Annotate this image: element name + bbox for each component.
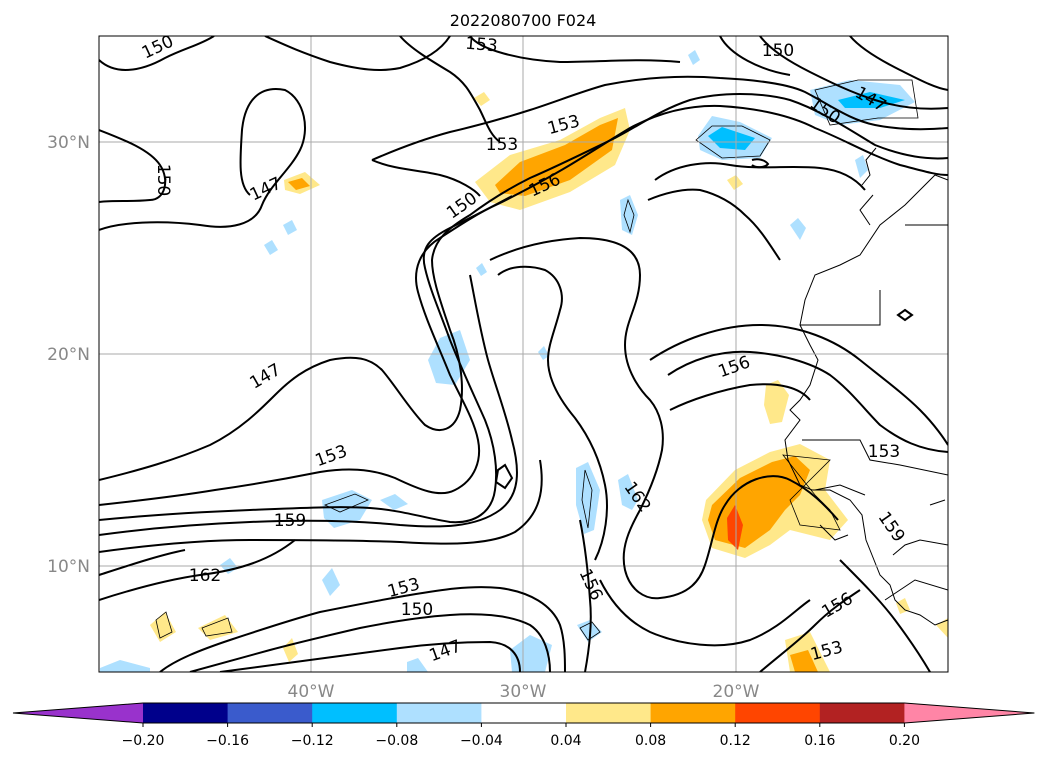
colorbar-segment bbox=[312, 703, 398, 723]
map-panel: 150 153 150 150 147 153 153 156 150 150 … bbox=[99, 34, 948, 672]
lon-labels: 40°W 30°W 20°W bbox=[288, 682, 760, 702]
lon-label: 30°W bbox=[500, 682, 547, 702]
colorbar-segment bbox=[566, 703, 652, 723]
colorbar-tick-label: 0.08 bbox=[635, 733, 666, 749]
colorbar-tick-label: 0.12 bbox=[720, 733, 751, 749]
contour-label: 153 bbox=[868, 442, 900, 462]
positive-anomaly-africa-max bbox=[727, 505, 743, 550]
positive-anomaly-north-core bbox=[495, 118, 618, 196]
colorbar-segment bbox=[396, 703, 482, 723]
lon-label: 20°W bbox=[713, 682, 760, 702]
colorbar-tick-label: 0.04 bbox=[550, 733, 581, 749]
colorbar-tick-label: −0.04 bbox=[460, 733, 503, 749]
colorbar-segment bbox=[481, 703, 567, 723]
colorbar-segment bbox=[227, 703, 313, 723]
colorbar-tick-label: −0.08 bbox=[375, 733, 418, 749]
colorbar-segment bbox=[819, 703, 905, 723]
contour-label: 153 bbox=[486, 135, 518, 155]
colorbar: −0.20 −0.16 −0.12 −0.08 −0.04 0.04 0.08 0.12 0.1… bbox=[12, 702, 1035, 749]
colorbar-tick-label: 0.16 bbox=[804, 733, 835, 749]
coastlines bbox=[784, 147, 948, 626]
contour-label: 150 bbox=[762, 41, 794, 61]
lat-label: 20°N bbox=[47, 345, 90, 365]
gridlines bbox=[99, 36, 948, 672]
map-frame bbox=[98, 35, 949, 673]
contour-label: 150 bbox=[401, 600, 433, 620]
colorbar-segment bbox=[143, 703, 229, 723]
lat-label: 10°N bbox=[47, 557, 90, 577]
colorbar-tick-label: −0.20 bbox=[122, 733, 165, 749]
map-title: 2022080700 F024 bbox=[450, 11, 597, 30]
colorbar-extend-low bbox=[13, 703, 143, 723]
colorbar-tick-label: −0.16 bbox=[206, 733, 249, 749]
contour-label: 153 bbox=[464, 34, 498, 57]
contour-label: 162 bbox=[189, 566, 221, 586]
lat-labels: 30°N 20°N 10°N bbox=[47, 133, 90, 577]
colorbar-segment bbox=[650, 703, 736, 723]
lat-label: 30°N bbox=[47, 133, 90, 153]
colorbar-segment bbox=[735, 703, 821, 723]
contour-label: 150 bbox=[153, 164, 173, 196]
contour-label: 159 bbox=[274, 511, 306, 531]
height-contours bbox=[99, 36, 948, 672]
colorbar-tick-label: −0.12 bbox=[291, 733, 334, 749]
colorbar-extend-high bbox=[904, 703, 1035, 723]
lon-label: 40°W bbox=[288, 682, 335, 702]
colorbar-tick-label: 0.20 bbox=[889, 733, 920, 749]
